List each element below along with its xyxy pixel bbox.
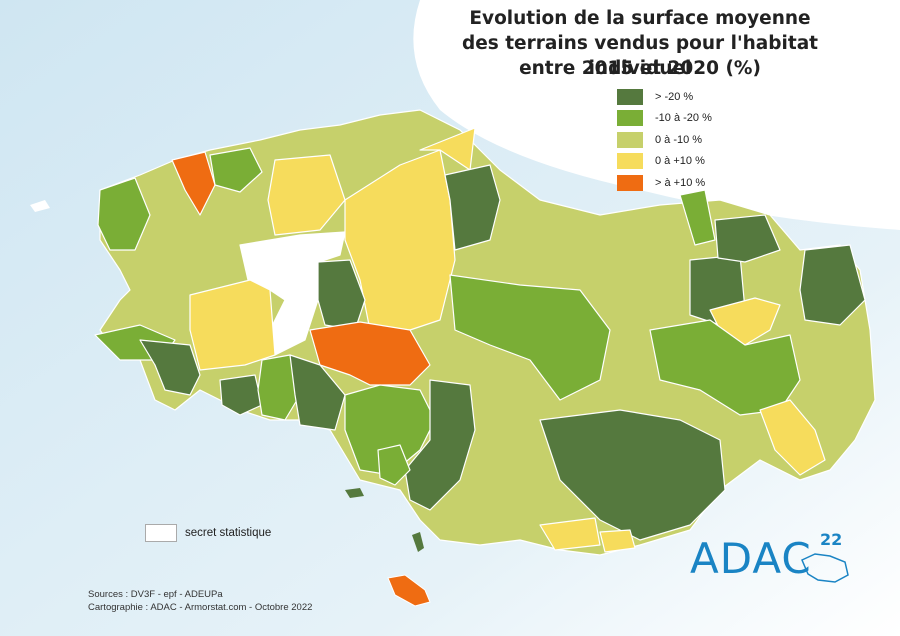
logo-map-outline-icon xyxy=(801,553,849,583)
region-green-mid-large xyxy=(449,274,611,401)
title-panel xyxy=(413,0,900,230)
legend-label: > -20 % xyxy=(655,90,694,103)
region-yellow-north xyxy=(267,154,346,236)
legend-item: > à +10 % xyxy=(617,172,712,194)
region-green-east-mid xyxy=(649,319,801,416)
region-dark-west xyxy=(139,339,201,396)
adac-logo: ADAC 22 xyxy=(690,530,860,590)
region-dark-ne xyxy=(444,164,501,251)
logo-text: ADAC xyxy=(690,534,812,583)
sources-block: Sources : DV3F - epf - ADEUPa Cartograph… xyxy=(88,588,312,614)
logo-number: 22 xyxy=(820,530,843,549)
legend-swatch xyxy=(617,153,643,170)
legend-label: 0 à -10 % xyxy=(655,133,703,146)
region-yellow-center xyxy=(189,279,276,371)
region-green-south-west-town xyxy=(377,444,411,486)
region-dark-far-east xyxy=(799,244,866,326)
region-dark-southeast xyxy=(539,409,726,541)
legend-item: -10 à -20 % xyxy=(617,108,712,130)
island-belle-ile xyxy=(387,574,431,607)
region-nw-orange xyxy=(171,151,216,216)
region-yellow-south-2 xyxy=(599,529,636,553)
region-green-south xyxy=(344,384,436,476)
legend-label: 0 à +10 % xyxy=(655,155,705,168)
legend-swatch xyxy=(617,88,643,105)
legend-swatch xyxy=(617,174,643,191)
region-far-west xyxy=(97,177,151,251)
region-green-east-top xyxy=(679,189,716,246)
region-dark-sw xyxy=(219,374,263,416)
island-groix xyxy=(345,488,364,498)
secret-swatch xyxy=(145,524,177,542)
legend-item: > -20 % xyxy=(617,86,712,108)
legend-label: -10 à -20 % xyxy=(655,112,712,125)
legend-item: 0 à -10 % xyxy=(617,129,712,151)
legend-item: 0 à +10 % xyxy=(617,151,712,173)
map-title-line-2: des terrains vendus pour l'habitat indiv… xyxy=(461,33,819,79)
region-dark-south-1 xyxy=(289,354,346,431)
legend-label: > à +10 % xyxy=(655,176,706,189)
credits-line: Cartographie : ADAC - Armorstat.com - Oc… xyxy=(88,602,313,613)
territories xyxy=(94,109,876,556)
sources-line: Sources : DV3F - epf - ADEUPa xyxy=(88,589,223,600)
legend: > -20 % -10 à -20 % 0 à -10 % 0 à +10 % … xyxy=(617,86,712,194)
region-yellow-south xyxy=(539,517,601,551)
island-ouessant xyxy=(30,200,50,212)
region-dark-east-2 xyxy=(714,214,781,263)
region-yellow-big xyxy=(344,149,456,331)
region-orange-center xyxy=(309,321,431,386)
secret-label: secret statistique xyxy=(185,527,272,539)
legend-swatch xyxy=(617,131,643,148)
map-title-line-3: entre 2015 et 2020 (%) xyxy=(519,58,761,79)
legend-swatch xyxy=(617,110,643,127)
secret-legend: secret statistique xyxy=(145,524,271,542)
region-north-green xyxy=(209,147,263,193)
region-yellow-se xyxy=(759,399,826,476)
region-dark-south-2 xyxy=(404,379,476,511)
island-quiberon xyxy=(412,532,424,552)
map-title-line-1: Evolution de la surface moyenne xyxy=(469,8,811,29)
